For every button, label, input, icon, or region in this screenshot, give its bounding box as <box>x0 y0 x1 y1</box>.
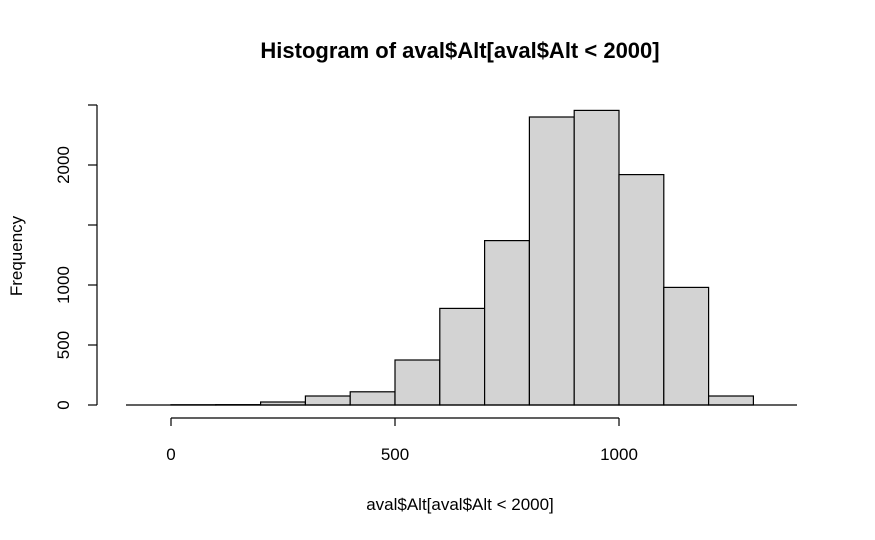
x-tick-label: 0 <box>166 445 175 464</box>
y-axis: 0 500 1000 2000 <box>54 104 98 410</box>
histogram-bar <box>663 286 710 406</box>
bars-group <box>126 109 797 406</box>
y-tick-label: 1000 <box>54 266 73 304</box>
histogram-bar <box>528 116 575 406</box>
histogram-bar <box>484 240 531 406</box>
y-tick-label: 0 <box>54 400 73 409</box>
y-tick-label: 2000 <box>54 146 73 184</box>
x-tick-label: 1000 <box>600 445 638 464</box>
histogram-bar <box>349 391 396 406</box>
y-tick-label: 500 <box>54 331 73 359</box>
chart-title: Histogram of aval$Alt[aval$Alt < 2000] <box>260 38 659 63</box>
histogram-bar <box>707 395 754 406</box>
histogram-bar <box>439 307 486 406</box>
histogram-bar <box>618 174 665 406</box>
histogram-bar <box>394 359 441 406</box>
x-axis: 0 500 1000 <box>166 417 638 464</box>
x-tick-label: 500 <box>381 445 409 464</box>
histogram-bar <box>304 395 351 406</box>
x-axis-label: aval$Alt[aval$Alt < 2000] <box>366 495 554 514</box>
histogram-bar <box>573 109 620 406</box>
y-axis-label: Frequency <box>7 215 26 296</box>
